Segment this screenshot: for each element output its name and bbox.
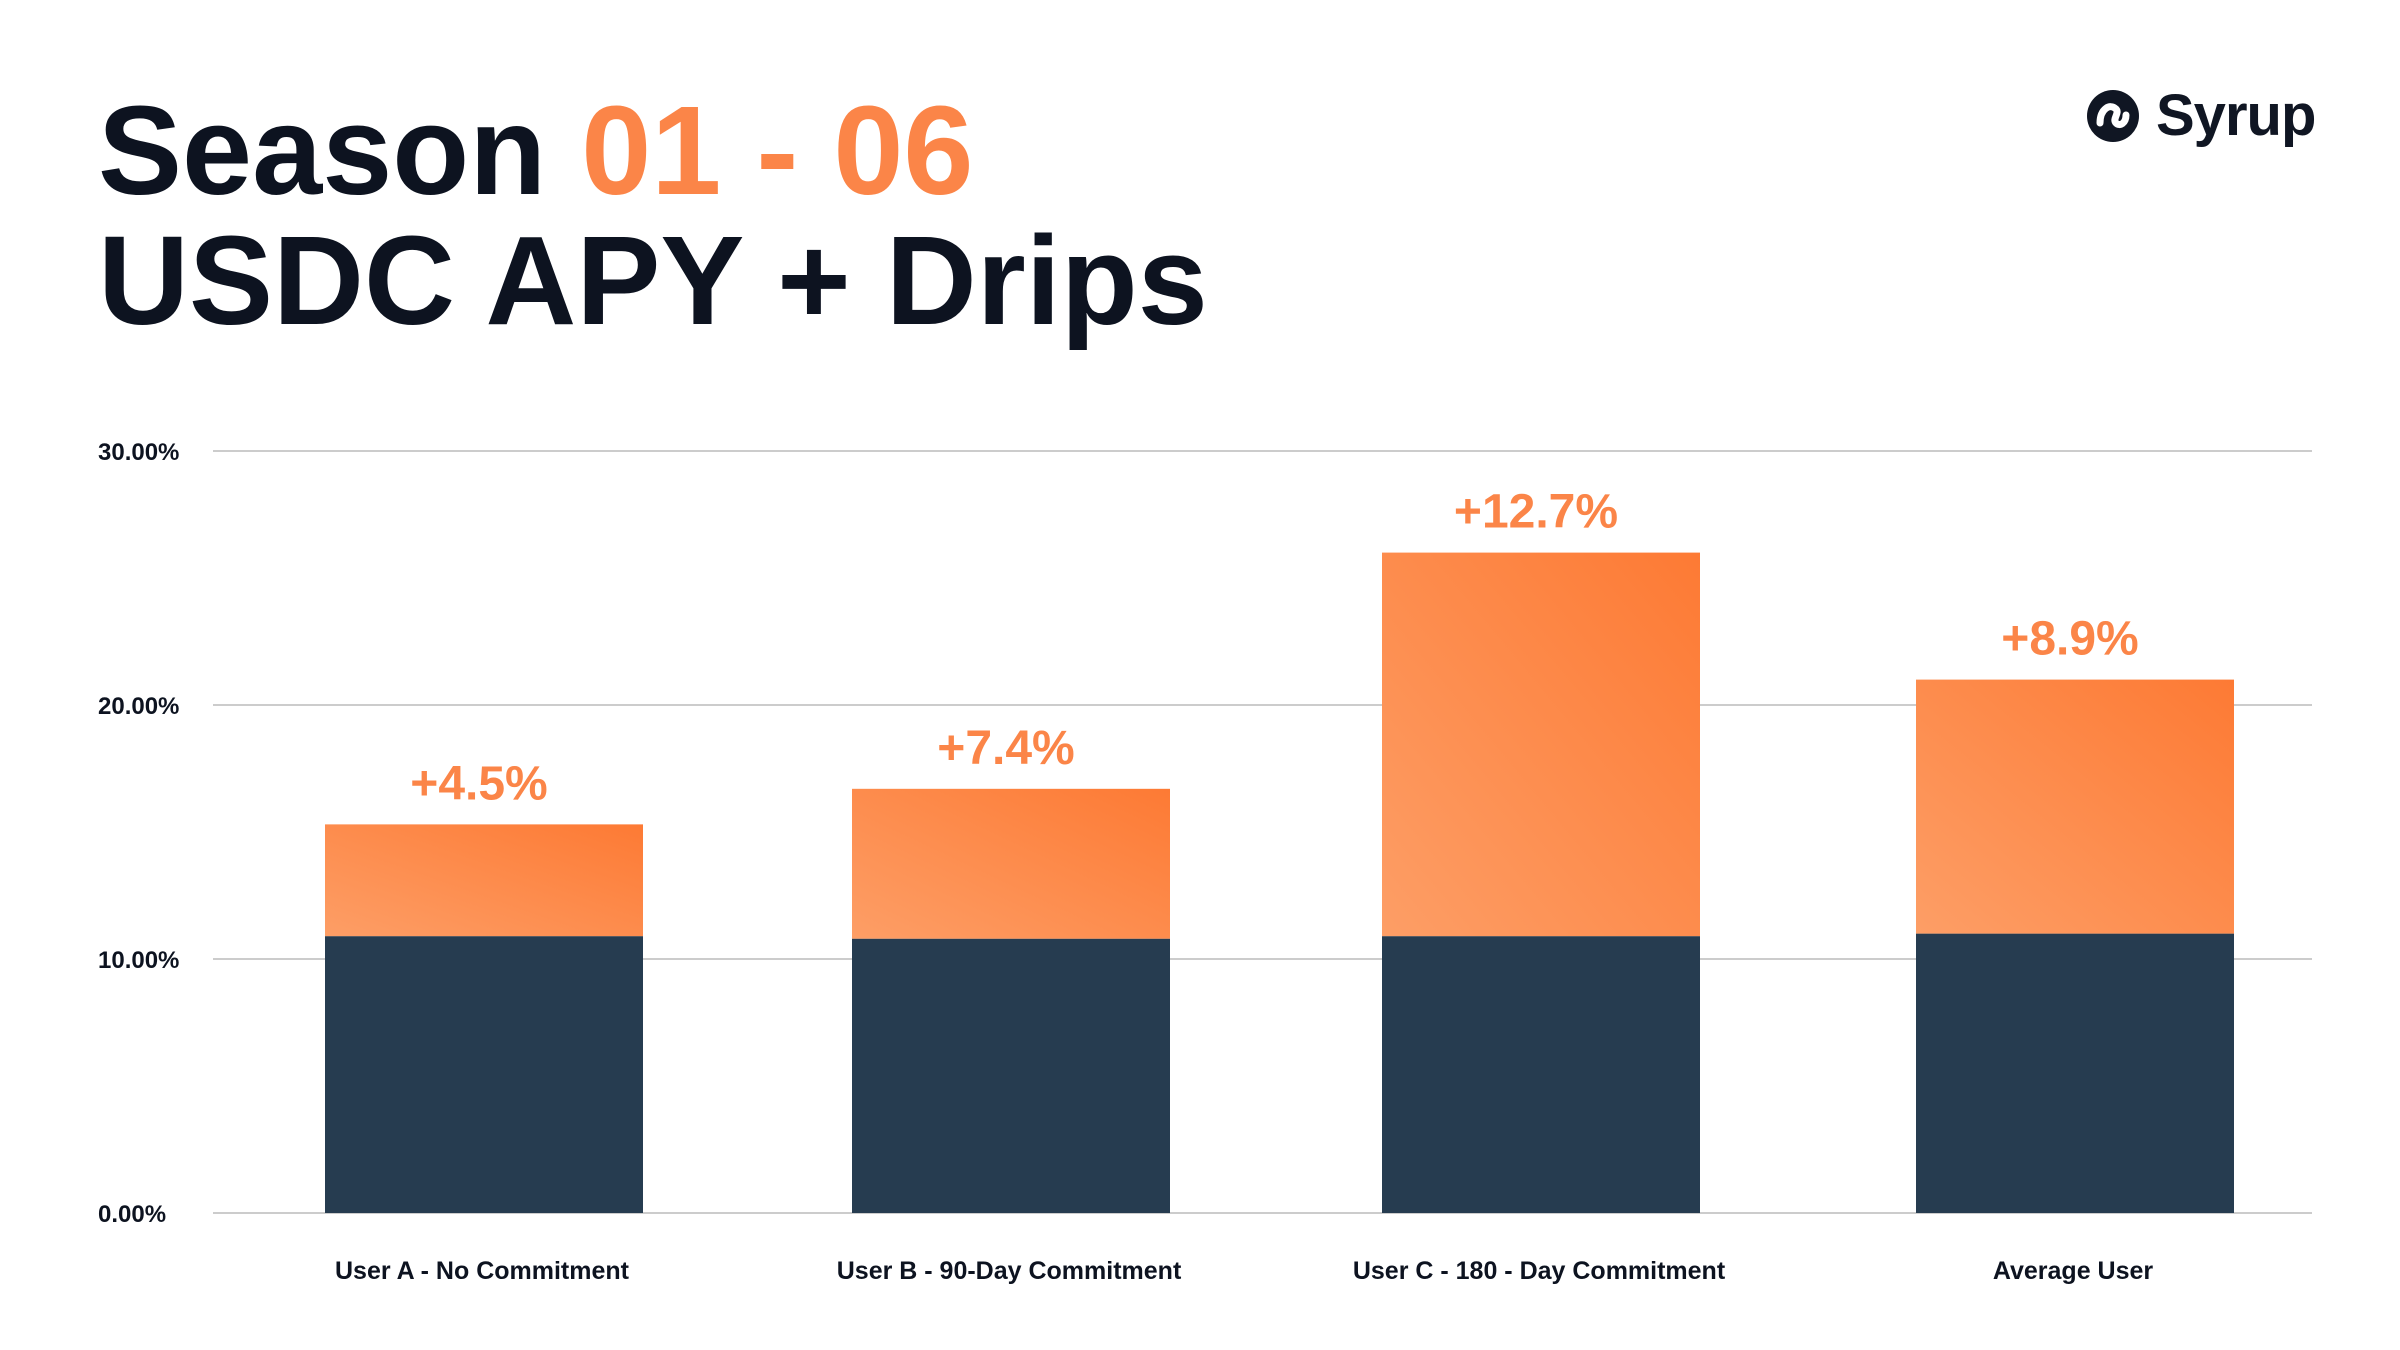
syrup-logo-icon (2087, 89, 2139, 142)
syrup-logo-text: Syrup (2156, 83, 2316, 148)
bar-drips (1916, 679, 2234, 934)
data-label: +4.5% (410, 757, 547, 810)
title-accent: 01 - 06 (581, 80, 974, 221)
bar-usdc-apy (325, 936, 643, 1213)
y-tick-label: 10.00% (98, 947, 179, 974)
x-tick-label: User B - 90-Day Commitment (837, 1257, 1182, 1285)
title-line-2: USDC APY + Drips (98, 210, 1208, 351)
x-tick-label: User A - No Commitment (335, 1257, 630, 1285)
y-tick-label: 0.00% (98, 1201, 166, 1228)
y-tick-label: 20.00% (98, 693, 179, 720)
data-label: +8.9% (2001, 613, 2138, 666)
title-line-1: Season 01 - 06 (98, 86, 1208, 216)
bar-drips (325, 824, 643, 937)
bar-usdc-apy (852, 938, 1170, 1213)
bar-usdc-apy (1916, 933, 2234, 1213)
title-prefix: Season (98, 80, 582, 221)
bar-drips (1382, 552, 1700, 937)
chart-title: Season 01 - 06 USDC APY + Drips (98, 86, 1208, 346)
x-tick-label: User C - 180 - Day Commitment (1353, 1257, 1726, 1285)
data-label: +12.7% (1454, 486, 1618, 539)
bar-usdc-apy (1382, 936, 1700, 1213)
data-label: +7.4% (937, 722, 1074, 775)
x-tick-label: Average User (1993, 1257, 2154, 1285)
y-tick-label: 30.00% (98, 439, 179, 466)
syrup-logo: Syrup (2086, 82, 2316, 149)
bar-drips (852, 788, 1170, 939)
